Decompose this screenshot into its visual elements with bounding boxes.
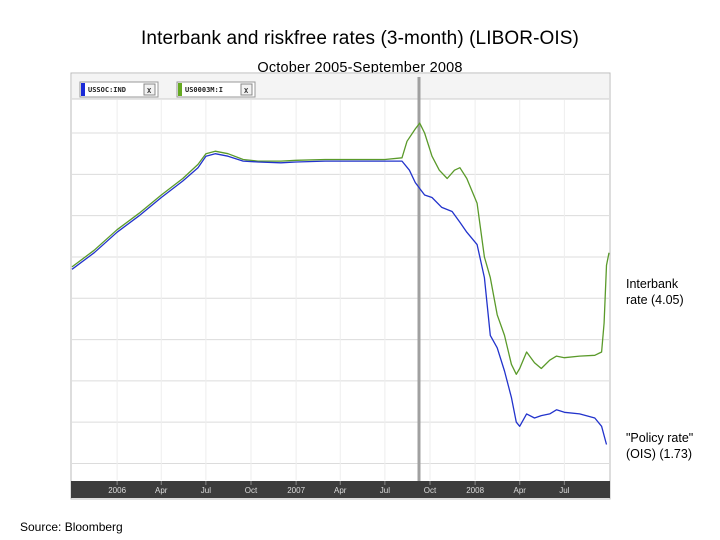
chart-title: Interbank and riskfree rates (3-month) (… <box>141 28 579 49</box>
policy-annotation-line-1: "Policy rate" <box>626 431 694 445</box>
x-tick-label: Jul <box>380 486 390 495</box>
close-icon: X <box>147 87 152 95</box>
chart-subtitle: October 2005-September 2008 <box>257 60 463 76</box>
x-tick-label: 2008 <box>466 486 484 495</box>
policy-annotation: "Policy rate" (OIS) (1.73) <box>626 430 693 462</box>
x-tick-label: Apr <box>514 486 527 495</box>
legend-tag-box <box>176 81 256 98</box>
x-tick-label: Apr <box>334 486 347 495</box>
legend-swatch <box>81 83 85 96</box>
x-tick-label: Apr <box>155 486 168 495</box>
interbank-annotation-line-1: Interbank <box>626 277 679 291</box>
legend-swatch <box>178 83 182 96</box>
x-tick-label: Oct <box>245 486 258 495</box>
x-tick-label: 2006 <box>108 486 126 495</box>
interbank-annotation: Interbank rate (4.05) <box>626 276 684 308</box>
interbank-annotation-line-2: rate (4.05) <box>626 293 684 307</box>
legend-close-button[interactable] <box>143 83 156 96</box>
x-axis-ticks: 2006 Apr Jul Oct 2007 Apr Jul Oct 2008 Apr Jul <box>108 481 570 495</box>
x-tick-label: Jul <box>559 486 569 495</box>
legend-tag[interactable]: USSOC:IND X <box>79 81 159 98</box>
series-layer <box>71 122 610 445</box>
x-tick-label: 2007 <box>287 486 305 495</box>
policy-annotation-line-2: (OIS) (1.73) <box>626 447 692 461</box>
time-axis-bar <box>71 481 610 498</box>
series-line <box>71 122 610 375</box>
close-icon: X <box>244 87 249 95</box>
legend-tags: USSOC:IND X US0003M:I X <box>79 81 256 98</box>
source-note: Source: Bloomberg <box>20 520 123 534</box>
series-line <box>71 153 608 445</box>
gridlines <box>72 100 609 480</box>
legend-tag-label: US0003M:I <box>185 86 223 94</box>
legend-tag-label: USSOC:IND <box>88 86 126 94</box>
legend-tag[interactable]: US0003M:I X <box>176 81 256 98</box>
legend-tag-box <box>79 81 159 98</box>
legend-bar <box>72 74 609 99</box>
legend-close-button[interactable] <box>240 83 253 96</box>
x-tick-label: Oct <box>424 486 437 495</box>
x-tick-label: Jul <box>201 486 211 495</box>
